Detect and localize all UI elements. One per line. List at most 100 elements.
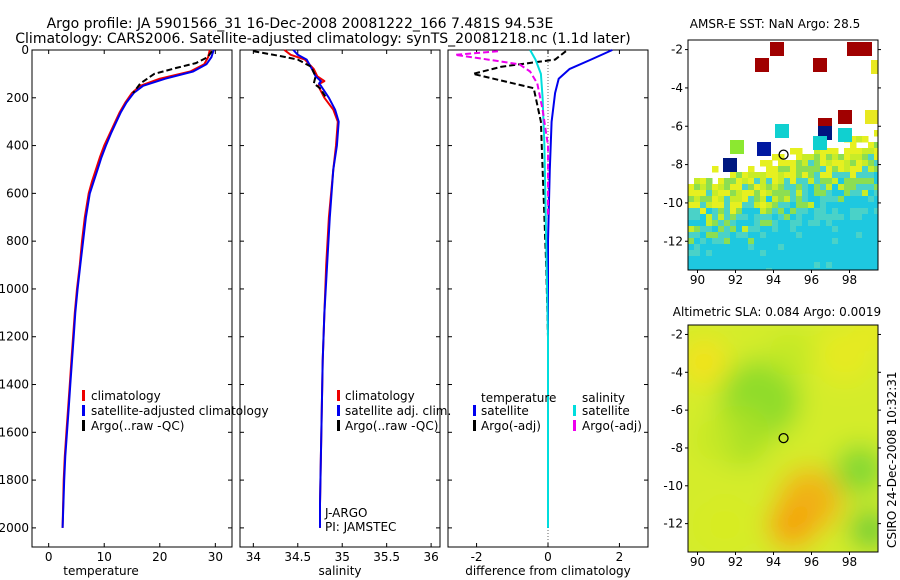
- sst-pixel: [694, 178, 701, 185]
- sst-pixel: [760, 196, 767, 203]
- sst-pixel: [748, 208, 755, 215]
- legend-label-temp-argo: Argo(-adj): [481, 419, 541, 433]
- sst-pixel: [820, 196, 827, 203]
- sst-pixel: [838, 178, 845, 185]
- sst-pixel: [814, 214, 821, 221]
- sst-pixel: [874, 148, 878, 155]
- sst-pixel: [712, 220, 719, 227]
- sst-pixel: [766, 196, 773, 203]
- sst-pixel: [778, 166, 785, 173]
- sst-pixel-block: [838, 110, 852, 124]
- sst-pixel: [850, 202, 857, 209]
- sst-pixel: [856, 178, 863, 185]
- sst-pixel: [730, 190, 737, 197]
- sst-pixel: [736, 262, 743, 269]
- map-y-tick-label: -4: [671, 365, 683, 379]
- sst-pixel: [790, 244, 797, 251]
- sst-pixel: [736, 190, 743, 197]
- sst-pixel: [778, 262, 785, 269]
- sst-pixel: [802, 214, 809, 221]
- map-y-tick-label: -12: [663, 234, 683, 248]
- sst-pixel: [790, 160, 797, 167]
- sst-pixel: [826, 226, 833, 233]
- sst-pixel: [760, 184, 767, 191]
- sst-pixel: [838, 220, 845, 227]
- sst-pixel: [700, 196, 707, 203]
- sst-pixel: [874, 268, 878, 270]
- sst-pixel: [766, 214, 773, 221]
- sst-pixel: [766, 262, 773, 269]
- sst-pixel: [808, 250, 815, 257]
- sst-pixel-block: [858, 42, 872, 56]
- sst-pixel: [874, 184, 878, 191]
- sst-pixel: [730, 232, 737, 239]
- sst-pixel: [820, 220, 827, 227]
- sst-pixel: [808, 226, 815, 233]
- sst-pixel: [688, 220, 695, 227]
- sst-pixel: [802, 178, 809, 185]
- legend-label-sal-argo: Argo(-adj): [582, 419, 642, 433]
- sst-pixel: [766, 160, 773, 167]
- sst-pixel: [784, 238, 791, 245]
- sst-pixel: [754, 208, 761, 215]
- sst-pixel: [856, 160, 863, 167]
- sst-pixel: [694, 184, 701, 191]
- sst-pixel: [814, 238, 821, 245]
- sla-map-axes: 90 92 94 96 98 -2 -4 -6 -8 -10 -12: [663, 327, 881, 569]
- sst-pixel: [778, 160, 785, 167]
- map-x-tick-label: 94: [766, 555, 781, 569]
- sst-pixel: [706, 262, 713, 269]
- sst-pixel: [748, 220, 755, 227]
- sst-pixel: [688, 214, 695, 221]
- map-y-tick-label: -2: [671, 327, 683, 341]
- sst-pixel: [772, 256, 779, 263]
- sst-pixel: [748, 244, 755, 251]
- sst-pixel-block: [847, 42, 861, 56]
- sst-pixel: [844, 268, 851, 270]
- sst-pixel: [742, 232, 749, 239]
- sst-pixel: [850, 190, 857, 197]
- salinity-annotation-pi: PI: JAMSTEC: [325, 520, 396, 534]
- sst-pixel: [718, 184, 725, 191]
- y-tick-label: 1400: [0, 378, 29, 392]
- sst-pixel: [802, 184, 809, 191]
- sst-pixel: [724, 208, 731, 215]
- sst-pixel: [712, 202, 719, 209]
- sst-pixel: [754, 226, 761, 233]
- sst-map-axes: 90 92 94 96 98 -2 -4 -6 -8 -10 -12: [663, 43, 881, 287]
- sst-pixel: [700, 202, 707, 209]
- sst-pixel: [856, 220, 863, 227]
- sst-pixel: [814, 208, 821, 215]
- sst-pixel: [748, 202, 755, 209]
- sst-pixel: [814, 178, 821, 185]
- sst-pixel: [766, 256, 773, 263]
- sst-pixel: [844, 214, 851, 221]
- sst-pixel: [688, 262, 695, 269]
- sst-pixel: [868, 256, 875, 263]
- sst-pixel: [754, 250, 761, 257]
- sst-pixel: [754, 262, 761, 269]
- sst-pixel: [796, 214, 803, 221]
- sst-pixel: [826, 148, 833, 155]
- sst-pixel: [754, 256, 761, 263]
- sst-pixel: [688, 232, 695, 239]
- sst-pixel: [760, 250, 767, 257]
- sst-pixel: [832, 184, 839, 191]
- sst-pixel: [754, 184, 761, 191]
- sst-pixel: [784, 250, 791, 257]
- sst-pixel: [838, 268, 845, 270]
- sst-pixel: [784, 166, 791, 173]
- sst-pixel: [784, 190, 791, 197]
- sst-pixel: [790, 166, 797, 173]
- sst-pixel: [832, 238, 839, 245]
- sst-pixel: [736, 196, 743, 203]
- sst-pixel: [748, 238, 755, 245]
- sst-pixel: [730, 256, 737, 263]
- sst-pixel: [814, 256, 821, 263]
- sst-pixel: [772, 208, 779, 215]
- sst-pixel: [748, 190, 755, 197]
- sst-pixel: [688, 184, 695, 191]
- sst-pixel: [874, 166, 878, 173]
- sst-pixel: [856, 226, 863, 233]
